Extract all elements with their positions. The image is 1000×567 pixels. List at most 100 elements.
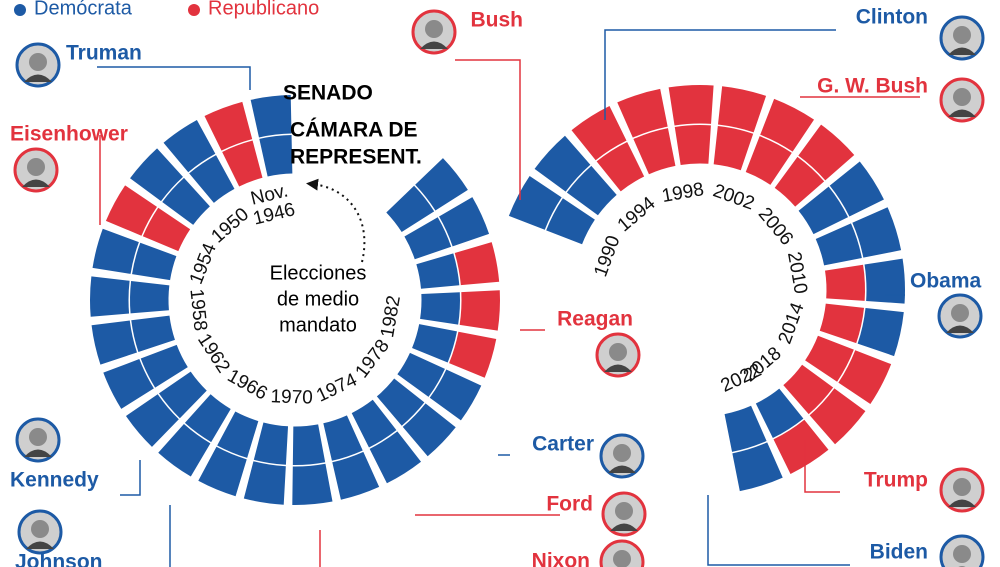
senate-segment (250, 95, 292, 138)
senate-segment (91, 320, 137, 365)
portrait-face (425, 20, 443, 38)
president-name: Bush (471, 9, 524, 32)
legend-label: Demócrata (34, 0, 133, 19)
house-segment (819, 303, 865, 344)
senate-segment (864, 258, 905, 304)
house-segment (815, 223, 862, 266)
house-segment (189, 155, 235, 203)
house-segment (292, 424, 326, 465)
senate-segment (130, 148, 183, 202)
leader-line (707, 495, 850, 566)
house-segment (162, 177, 210, 225)
year-label: 1962 (193, 330, 234, 377)
legend-swatch (14, 4, 26, 16)
senate-segment (773, 419, 829, 474)
senate-segment (760, 98, 815, 152)
house-segment (798, 186, 849, 235)
president-name: Clinton (856, 6, 928, 29)
portrait-body (420, 41, 448, 49)
senate-segment (454, 242, 500, 286)
senate-segment (204, 101, 253, 151)
year-label: 1974 (313, 369, 361, 406)
senate-segment (429, 369, 482, 421)
year-label: 1970 (270, 386, 313, 408)
leader-line (804, 440, 840, 493)
senate-segment (103, 359, 154, 409)
senate-label: SENADO (283, 82, 373, 105)
year-label: 2022 (718, 360, 765, 397)
portrait-face (609, 343, 627, 361)
senate-segment (717, 86, 767, 133)
portrait-face (29, 53, 47, 71)
year-label: 2006 (754, 204, 797, 250)
president-name: Truman (66, 42, 142, 65)
senate-segment (92, 228, 139, 274)
senate-segment (198, 446, 247, 497)
house-segment (404, 217, 452, 260)
senate-segment (668, 84, 714, 126)
year-label: Nov.1946 (246, 180, 297, 230)
portrait-face (953, 26, 971, 44)
legend-swatch (188, 4, 200, 16)
senate-segment (243, 461, 286, 505)
house-segment (132, 242, 177, 281)
senate-segment (163, 119, 216, 173)
president-name: Trump (864, 469, 928, 492)
senate-segment (158, 424, 211, 477)
senate-segment (508, 175, 562, 230)
house-segment (713, 125, 754, 171)
year-label: 2010 (783, 250, 811, 295)
house-segment (566, 165, 617, 216)
senate-segment (125, 394, 179, 447)
president-name: Johnson (15, 551, 103, 567)
house-segment (142, 207, 191, 252)
senate-segment (90, 276, 130, 317)
portrait-face (615, 502, 633, 520)
house-segment (724, 405, 767, 452)
note-label: mandato (279, 314, 357, 336)
president-name: Carter (532, 433, 594, 456)
senate-segment (105, 185, 157, 236)
year-label: 1950 (207, 204, 253, 248)
portrait-face (953, 545, 971, 563)
portrait-body (610, 523, 638, 531)
senate-segment (459, 290, 501, 331)
portrait-body (948, 109, 976, 117)
senate-segment (534, 135, 591, 192)
portrait-body (948, 499, 976, 507)
leader-line (97, 66, 251, 90)
house-segment (158, 371, 207, 419)
year-label: 1982 (377, 294, 405, 339)
house-segment (783, 364, 834, 415)
house-segment (420, 292, 460, 325)
house-segment (130, 280, 170, 314)
year-label: 1998 (660, 179, 705, 207)
house-segment (184, 394, 231, 443)
senate-segment (415, 158, 468, 211)
senate-segment (449, 331, 497, 378)
senate-segment (798, 124, 855, 181)
house-label: CÁMARA DE (290, 119, 418, 142)
house-segment (131, 315, 175, 352)
leader-line (120, 460, 141, 496)
year-label: 1978 (352, 336, 394, 382)
senate-segment (439, 197, 490, 247)
portrait-body (24, 449, 52, 457)
portrait-face (31, 520, 49, 538)
senate-segment (369, 431, 422, 484)
senate-segment (838, 350, 892, 405)
portrait-face (613, 444, 631, 462)
house-label: REPRESENT. (290, 146, 422, 169)
house-segment (140, 344, 188, 388)
president-name: Obama (910, 270, 982, 293)
portrait-body (22, 179, 50, 187)
portrait-face (953, 88, 971, 106)
note-label: de medio (277, 288, 359, 310)
portrait-body (946, 325, 974, 333)
legend-label: Republicano (208, 0, 319, 19)
portrait-body (24, 74, 52, 82)
house-segment (416, 253, 460, 289)
leader-line (604, 29, 836, 120)
